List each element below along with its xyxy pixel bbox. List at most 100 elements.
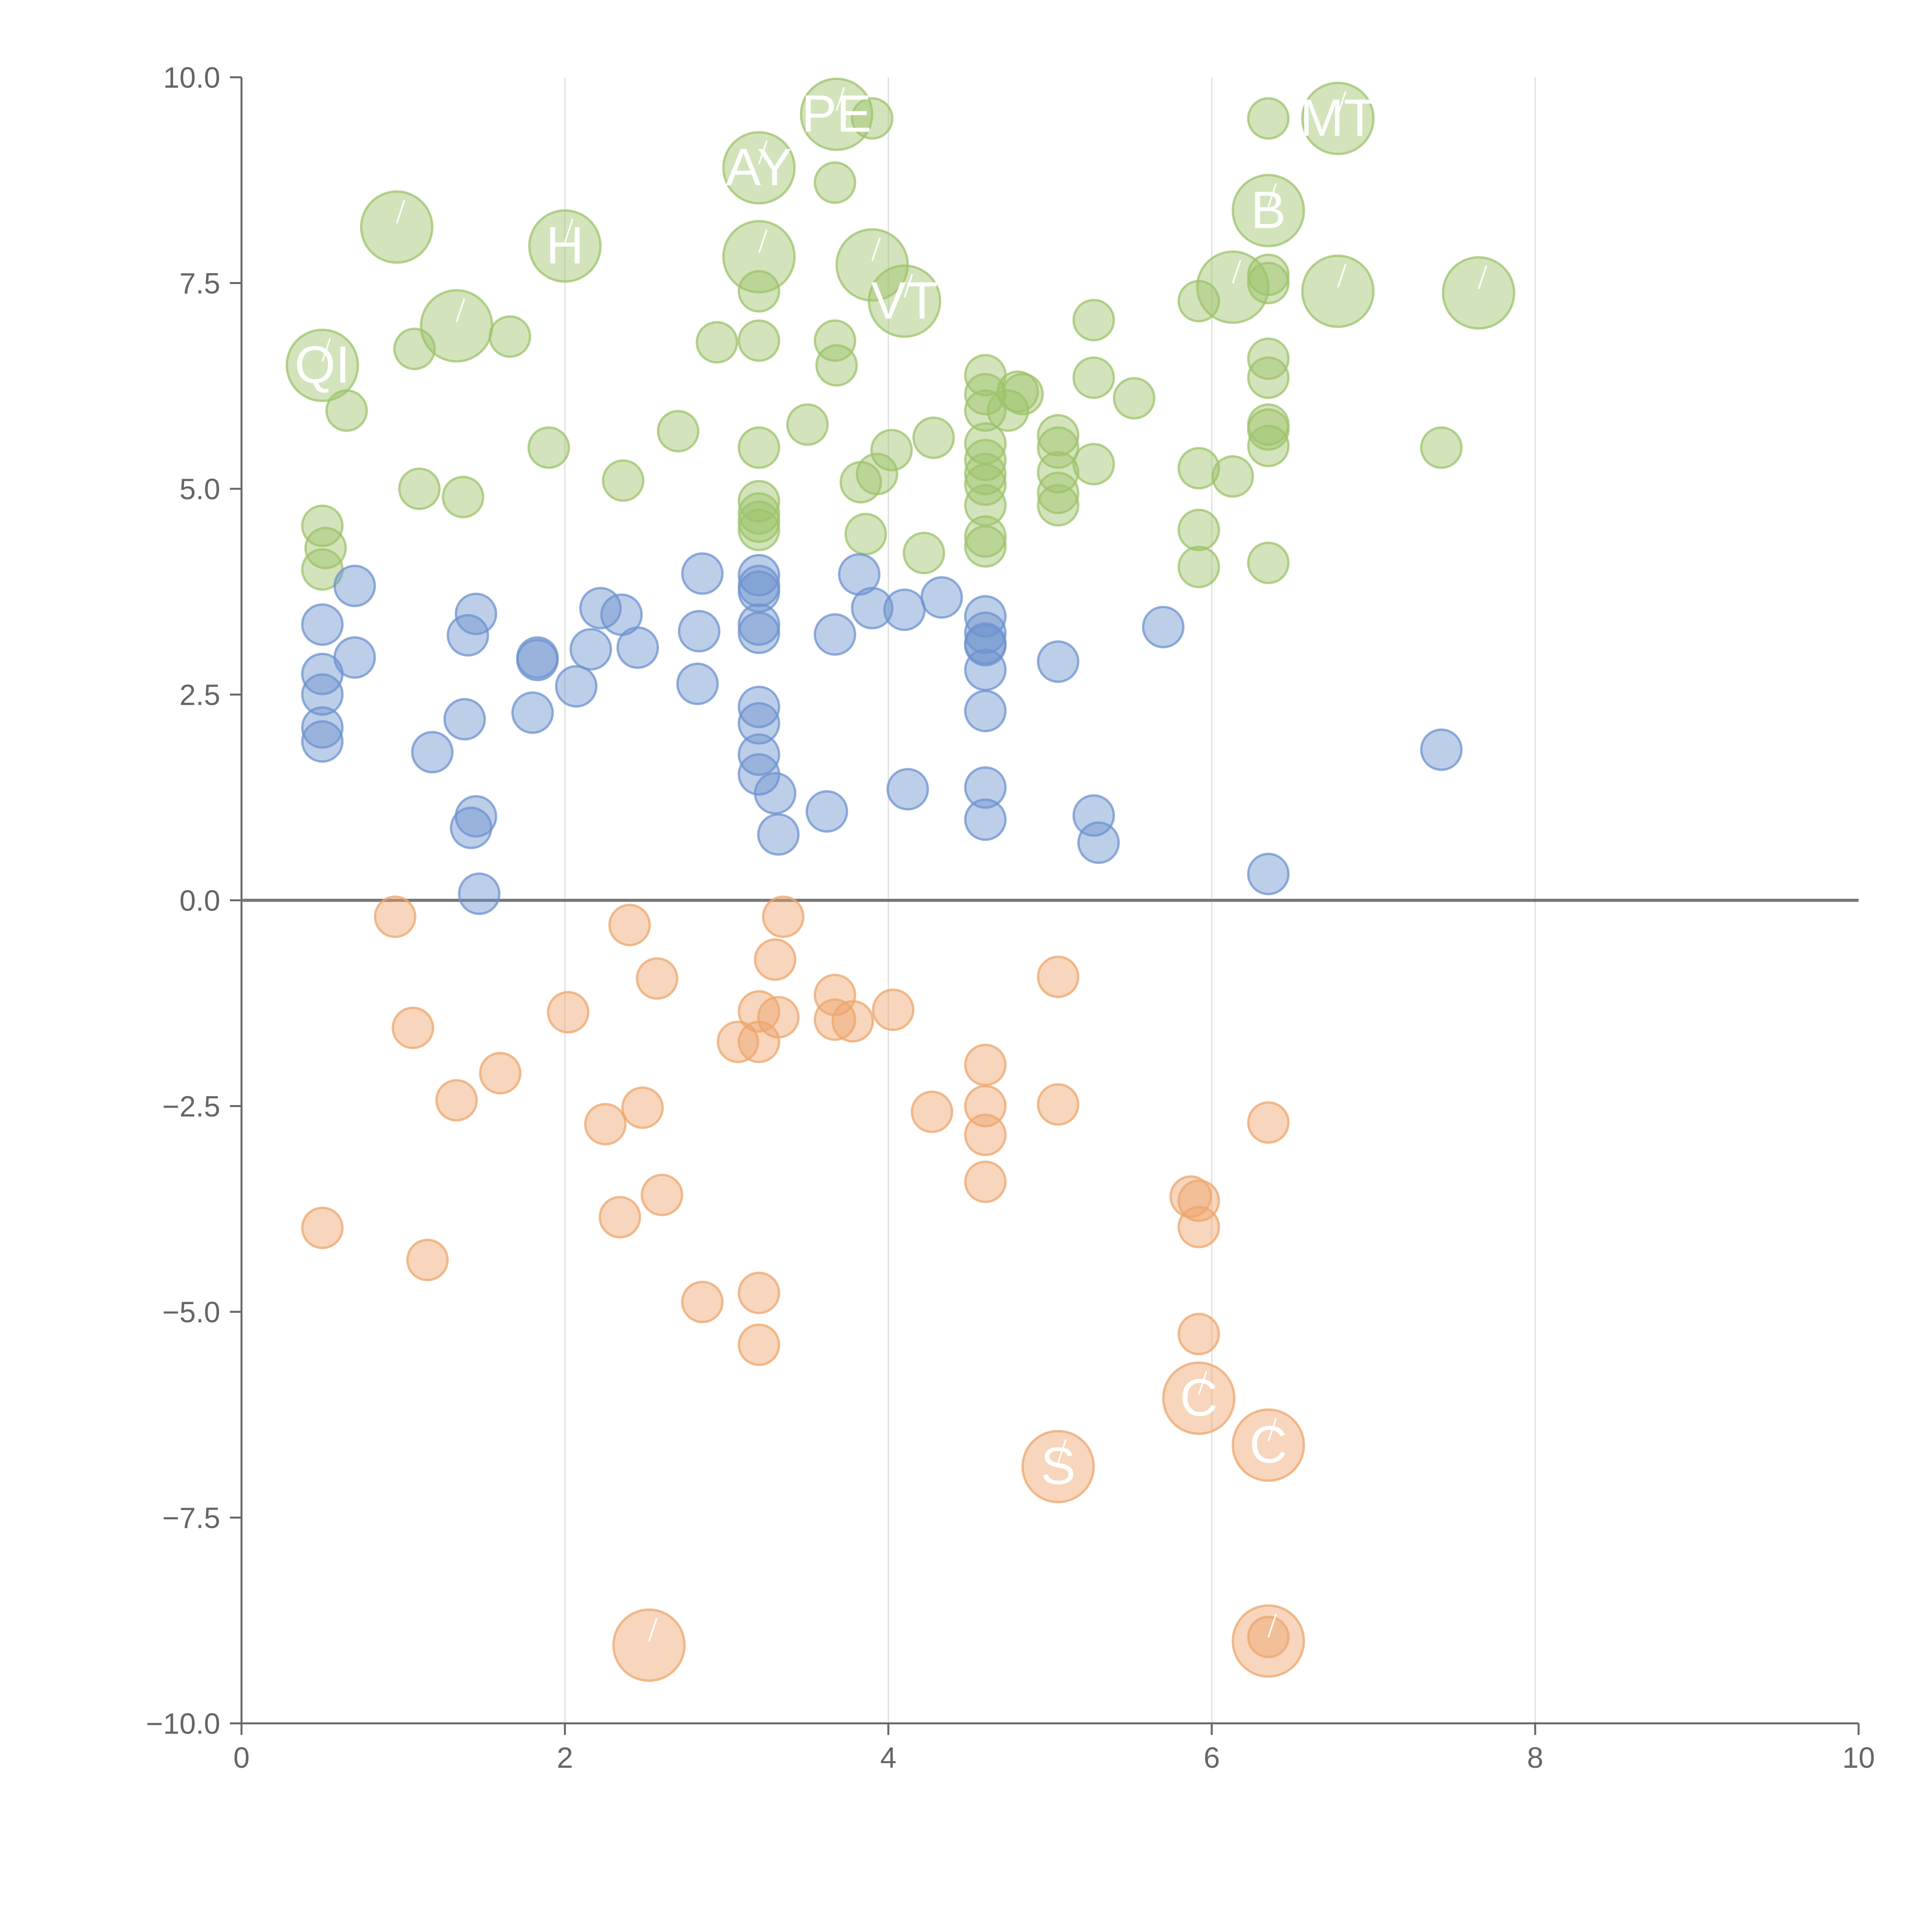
x-tick-label: 4 bbox=[880, 1742, 896, 1774]
labeled-point bbox=[1442, 256, 1515, 330]
scatter-point bbox=[656, 410, 699, 452]
scatter-point bbox=[964, 798, 1007, 841]
y-tick-label: 10.0 bbox=[163, 61, 220, 94]
scatter-point bbox=[831, 1000, 874, 1043]
scatter-point bbox=[813, 319, 856, 362]
scatter-point bbox=[301, 720, 344, 763]
scatter-point bbox=[479, 1052, 522, 1095]
scatter-point bbox=[1177, 1313, 1220, 1355]
scatter-point bbox=[304, 527, 347, 570]
scatter-point bbox=[516, 639, 559, 682]
y-tick-label: −7.5 bbox=[162, 1502, 220, 1535]
scatter-point bbox=[488, 315, 531, 358]
scatter-point bbox=[411, 731, 454, 774]
scatter-point bbox=[1247, 408, 1290, 451]
scatter-point bbox=[641, 1173, 684, 1216]
scatter-point bbox=[547, 991, 590, 1034]
label-leader-line bbox=[1267, 183, 1277, 207]
scatter-point bbox=[333, 636, 376, 679]
scatter-point bbox=[1037, 414, 1080, 457]
scatter-point bbox=[754, 772, 797, 815]
scatter-point bbox=[903, 532, 946, 575]
scatter-point bbox=[1072, 443, 1115, 486]
scatter-point bbox=[398, 468, 441, 510]
y-tick-label: 2.5 bbox=[179, 679, 220, 712]
point-label: PE bbox=[801, 84, 871, 143]
label-leader-line bbox=[1267, 1418, 1277, 1442]
axes: 0 2 4 6 8 10 10.0 7.5 5.0 2.5 0.0 −2.5 −5.0 −7.5 −10.0 bbox=[146, 61, 1875, 1774]
point-label: H bbox=[546, 216, 584, 275]
label-leader-line bbox=[871, 238, 881, 262]
scatter-point bbox=[678, 610, 721, 653]
scatter-point bbox=[1037, 1083, 1080, 1126]
scatter-point bbox=[454, 592, 497, 635]
scatter-point bbox=[1077, 821, 1120, 864]
point-label: C bbox=[1180, 1368, 1218, 1427]
label-leader-line bbox=[321, 338, 331, 362]
data-points bbox=[286, 77, 1515, 1682]
label-leader-line bbox=[1478, 265, 1487, 289]
scatter-point bbox=[1177, 447, 1220, 490]
scatter-point bbox=[584, 1103, 627, 1146]
scatter-point bbox=[886, 768, 929, 811]
label-leader-line bbox=[758, 140, 768, 164]
point-label: MT bbox=[1300, 88, 1376, 147]
scatter-point bbox=[406, 1238, 449, 1281]
scatter-point bbox=[964, 766, 1007, 809]
scatter-point bbox=[815, 344, 858, 387]
y-tick-label: −2.5 bbox=[162, 1090, 220, 1123]
label-leader-line bbox=[758, 229, 768, 253]
scatter-point bbox=[1072, 356, 1115, 399]
scatter-point bbox=[602, 459, 645, 502]
point-label: C bbox=[1249, 1415, 1287, 1474]
scatter-point bbox=[964, 373, 1007, 416]
scatter-point bbox=[964, 525, 1007, 568]
label-leader-line bbox=[836, 87, 845, 111]
scatter-point bbox=[872, 988, 915, 1031]
scatter-point bbox=[964, 439, 1007, 481]
scatter-point bbox=[301, 603, 344, 646]
label-leader-line bbox=[1267, 1614, 1277, 1638]
scatter-point bbox=[964, 1160, 1007, 1203]
scatter-point bbox=[608, 903, 651, 946]
scatter-point bbox=[1211, 455, 1254, 498]
scatter-point bbox=[813, 161, 856, 204]
labeled-point bbox=[722, 131, 796, 205]
scatter-point bbox=[757, 813, 800, 856]
scatter-point bbox=[855, 452, 898, 495]
point-label: S bbox=[1041, 1436, 1076, 1495]
scatter-point bbox=[1177, 509, 1220, 551]
scatter-point bbox=[920, 576, 963, 619]
scatter-point bbox=[1177, 546, 1220, 588]
labeled-point bbox=[1021, 1430, 1095, 1503]
scatter-point bbox=[870, 429, 913, 471]
labeled-point bbox=[722, 220, 796, 294]
scatter-point bbox=[757, 996, 800, 1039]
scatter-point bbox=[738, 1272, 781, 1315]
scatter-point bbox=[301, 673, 344, 716]
y-tick-label: −10.0 bbox=[146, 1708, 220, 1740]
scatter-point bbox=[738, 554, 781, 597]
scatter-point bbox=[1072, 299, 1115, 342]
scatter-point bbox=[1420, 426, 1463, 469]
scatter-point bbox=[964, 1085, 1007, 1128]
scatter-point bbox=[844, 513, 887, 556]
labeled-point bbox=[1231, 1604, 1305, 1678]
labeled-point bbox=[1301, 82, 1375, 155]
scatter-point bbox=[511, 691, 554, 734]
scatter-point bbox=[1177, 1206, 1220, 1248]
label-leader-line bbox=[1232, 260, 1242, 284]
scatter-point bbox=[964, 690, 1007, 733]
labeled-point bbox=[420, 289, 493, 363]
scatter-point bbox=[454, 795, 497, 838]
scatter-point bbox=[1247, 97, 1290, 140]
labeled-point bbox=[1231, 174, 1305, 248]
scatter-point bbox=[1037, 956, 1080, 998]
scatter-point bbox=[1037, 471, 1080, 514]
scatter-point bbox=[813, 613, 856, 656]
scatter-point bbox=[681, 552, 724, 595]
scatter-point bbox=[813, 998, 856, 1041]
